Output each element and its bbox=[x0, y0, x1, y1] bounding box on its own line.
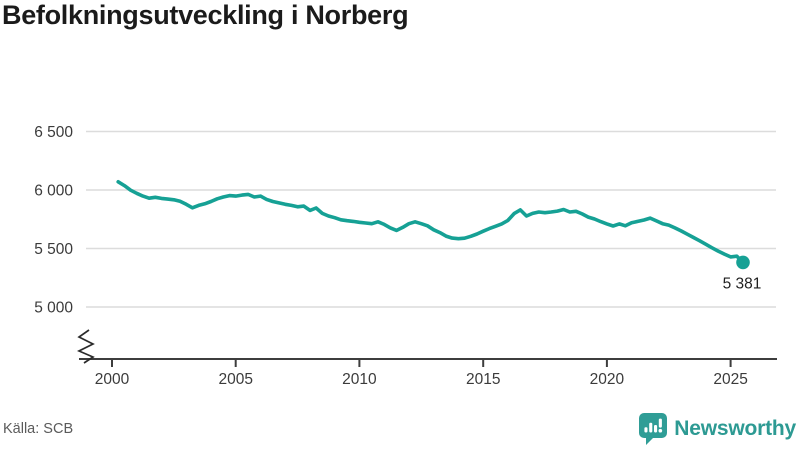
x-tick-label-2000: 2000 bbox=[95, 371, 130, 388]
chart-title: Befolkningsutveckling i Norberg bbox=[2, 0, 409, 30]
speech-bubble-shape bbox=[639, 413, 668, 445]
exclamation-bar bbox=[659, 418, 663, 428]
x-tick-label-2025: 2025 bbox=[713, 371, 747, 388]
y-tick-label-6500: 6 500 bbox=[34, 124, 73, 141]
x-tick-label-2010: 2010 bbox=[342, 371, 377, 388]
x-tick-label-2020: 2020 bbox=[590, 371, 625, 388]
exclamation-dot bbox=[658, 428, 663, 433]
population-line bbox=[116, 180, 745, 265]
y-tick-label-5000: 5 000 bbox=[34, 300, 73, 317]
newsworthy-logo-text: Newsworthy bbox=[674, 417, 796, 440]
source-note: Källa: SCB bbox=[3, 421, 74, 437]
last-point-marker bbox=[736, 255, 750, 270]
gridlines bbox=[86, 130, 776, 308]
axis-break-icon bbox=[76, 329, 95, 364]
bar-chart-glyph bbox=[644, 418, 663, 433]
x-axis-ticks bbox=[111, 359, 732, 367]
y-tick-label-5500: 5 500 bbox=[34, 241, 73, 258]
y-tick-label-6000: 6 000 bbox=[34, 183, 73, 200]
y-axis-labels: 6 500 6 000 5 500 5 000 bbox=[34, 124, 73, 317]
x-tick-label-2015: 2015 bbox=[466, 371, 500, 388]
x-axis-labels: 2000 2005 2010 2015 2020 2025 bbox=[95, 371, 748, 388]
newsworthy-logo-icon bbox=[639, 413, 668, 445]
last-value-label: 5 381 bbox=[723, 275, 762, 292]
newsworthy-logo[interactable]: Newsworthy bbox=[639, 413, 796, 445]
x-tick-label-2005: 2005 bbox=[218, 371, 252, 388]
